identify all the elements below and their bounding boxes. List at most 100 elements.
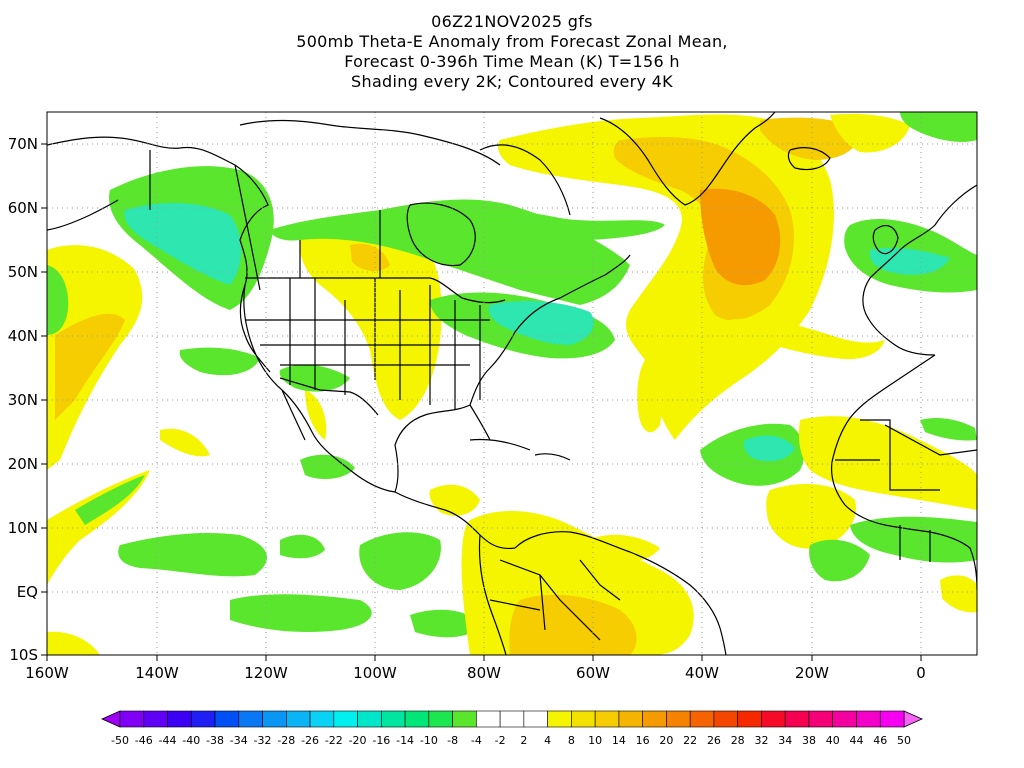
colorbar-box [333,710,358,728]
coast-gulf [394,254,631,493]
shade-tropical-green-5 [230,594,372,632]
colorbar-box [357,710,382,728]
colorbar-box [286,710,311,728]
colorbar-label: -46 [135,734,153,747]
shade-gulf-guinea-green [850,516,977,563]
coast-sa-west [478,534,507,655]
lon-tick-labels: 160W 140W 120W 100W 80W 60W 40W 20W 0 [25,664,926,682]
colorbar-label: 4 [544,734,551,747]
shade-east-coast-teal [488,300,594,345]
lat-tick-label: 40N [8,327,38,345]
shade-tropical-green-4 [359,532,441,590]
coast-arctic-islands [239,119,501,166]
coast-baffin [479,144,571,216]
colorbar-box [476,710,501,728]
coast-baja [281,389,306,441]
colorbar-label: 50 [897,734,911,747]
colorbar-box [618,710,643,728]
colorbar-label: 14 [612,734,626,747]
shade-alaska-teal [124,203,242,285]
map-title-line-3: Forecast 0-396h Time Mean (K) T=156 h [344,52,680,71]
coast-central-america [394,491,516,550]
colorbar-box [214,710,240,728]
colorbar-label: -44 [159,734,177,747]
border-africa [835,419,977,562]
colorbar-label: 28 [731,734,745,747]
shade-tropical-green-1 [75,475,145,525]
coast-europe [862,184,977,356]
border-south-america [489,559,621,641]
shading-layer [47,112,977,655]
coast-south-america [514,531,727,655]
colorbar-box [666,710,691,728]
lon-tick-label: 20W [795,664,829,682]
colorbar-box [309,710,335,728]
colorbar-label: 22 [683,734,697,747]
shade-atlantic-orange [700,188,781,286]
shade-baja-yellow [305,390,327,440]
lon-tick-label: 60W [576,664,610,682]
shade-central-na-yellow [299,228,442,420]
coast-iceland [787,147,831,171]
colorbar-box [238,710,263,728]
lon-tick-label: 140W [135,664,179,682]
coast-florida [469,404,491,441]
colorbar-box [761,710,786,728]
shade-sahara-yellow [798,416,977,510]
colorbar-label: 8 [568,734,575,747]
lon-tick-label: 0 [916,664,926,682]
shade-iceland-yellow [830,113,910,153]
colorbar-label: -2 [495,734,506,747]
colorbar-box [571,710,596,728]
shade-tropical-atlantic-teal [743,435,795,462]
lat-tick-label: 20N [8,455,38,473]
shade-atlantic-eq-green [809,539,870,582]
map-title-line-4: Shading every 2K; Contoured every 4K [351,72,673,91]
colorbar-label: 34 [778,734,792,747]
colorbar-box [784,710,810,728]
colorbar-label: 38 [802,734,816,747]
colorbar-boxes [119,710,905,728]
colorbar-box [190,710,216,728]
coast-cuba [469,438,531,451]
shade-hawaii-yellow [160,428,210,457]
lon-tick-label: 120W [244,664,288,682]
lat-tick-label: 30N [8,391,38,409]
shade-africa-coast-yellow [766,484,856,549]
border-us-mexico [279,377,379,416]
lon-tick-label: 100W [353,664,397,682]
colorbar-label: -50 [111,734,129,747]
lat-tick-label: 70N [8,135,38,153]
colorbar-label: -34 [230,734,248,747]
colorbar-box [713,710,738,728]
colorbar-box [879,710,905,728]
lat-tick-labels: 10S EQ 10N 20N 30N 40N 50N 60N 70N [8,135,38,664]
colorbar-box [547,710,572,728]
colorbar-label: 46 [873,734,887,747]
colorbar-label: -38 [206,734,224,747]
colorbar-box [523,710,548,728]
colorbar-box [594,710,620,728]
colorbar-label: 40 [826,734,840,747]
colorbar-label: -4 [471,734,482,747]
coast-africa [830,354,977,591]
colorbar-box [452,710,477,728]
colorbar-labels: -50 -46 -44 -40 -38 -34 -32 -28 -26 -22 -20 -16 -14-… [111,734,911,747]
colorbar-left-arrow [101,710,121,728]
border-states-2 [245,319,490,366]
colorbar-box [689,710,715,728]
lon-tick-label: 40W [685,664,719,682]
border-us-canada [245,277,506,304]
colorbar-label: -40 [182,734,200,747]
colorbar-box [404,710,430,728]
coast-hudson [406,202,476,267]
grid-lines [47,112,977,655]
colorbar-box [499,710,525,728]
lat-tick-label: 60N [8,199,38,217]
shade-iceland-gold [760,117,860,160]
colorbar-box [428,710,453,728]
colorbar-label: -22 [325,734,343,747]
shade-south-america-gold [509,594,637,655]
colorbar-box [737,710,762,728]
shade-europe-teal [869,247,950,275]
